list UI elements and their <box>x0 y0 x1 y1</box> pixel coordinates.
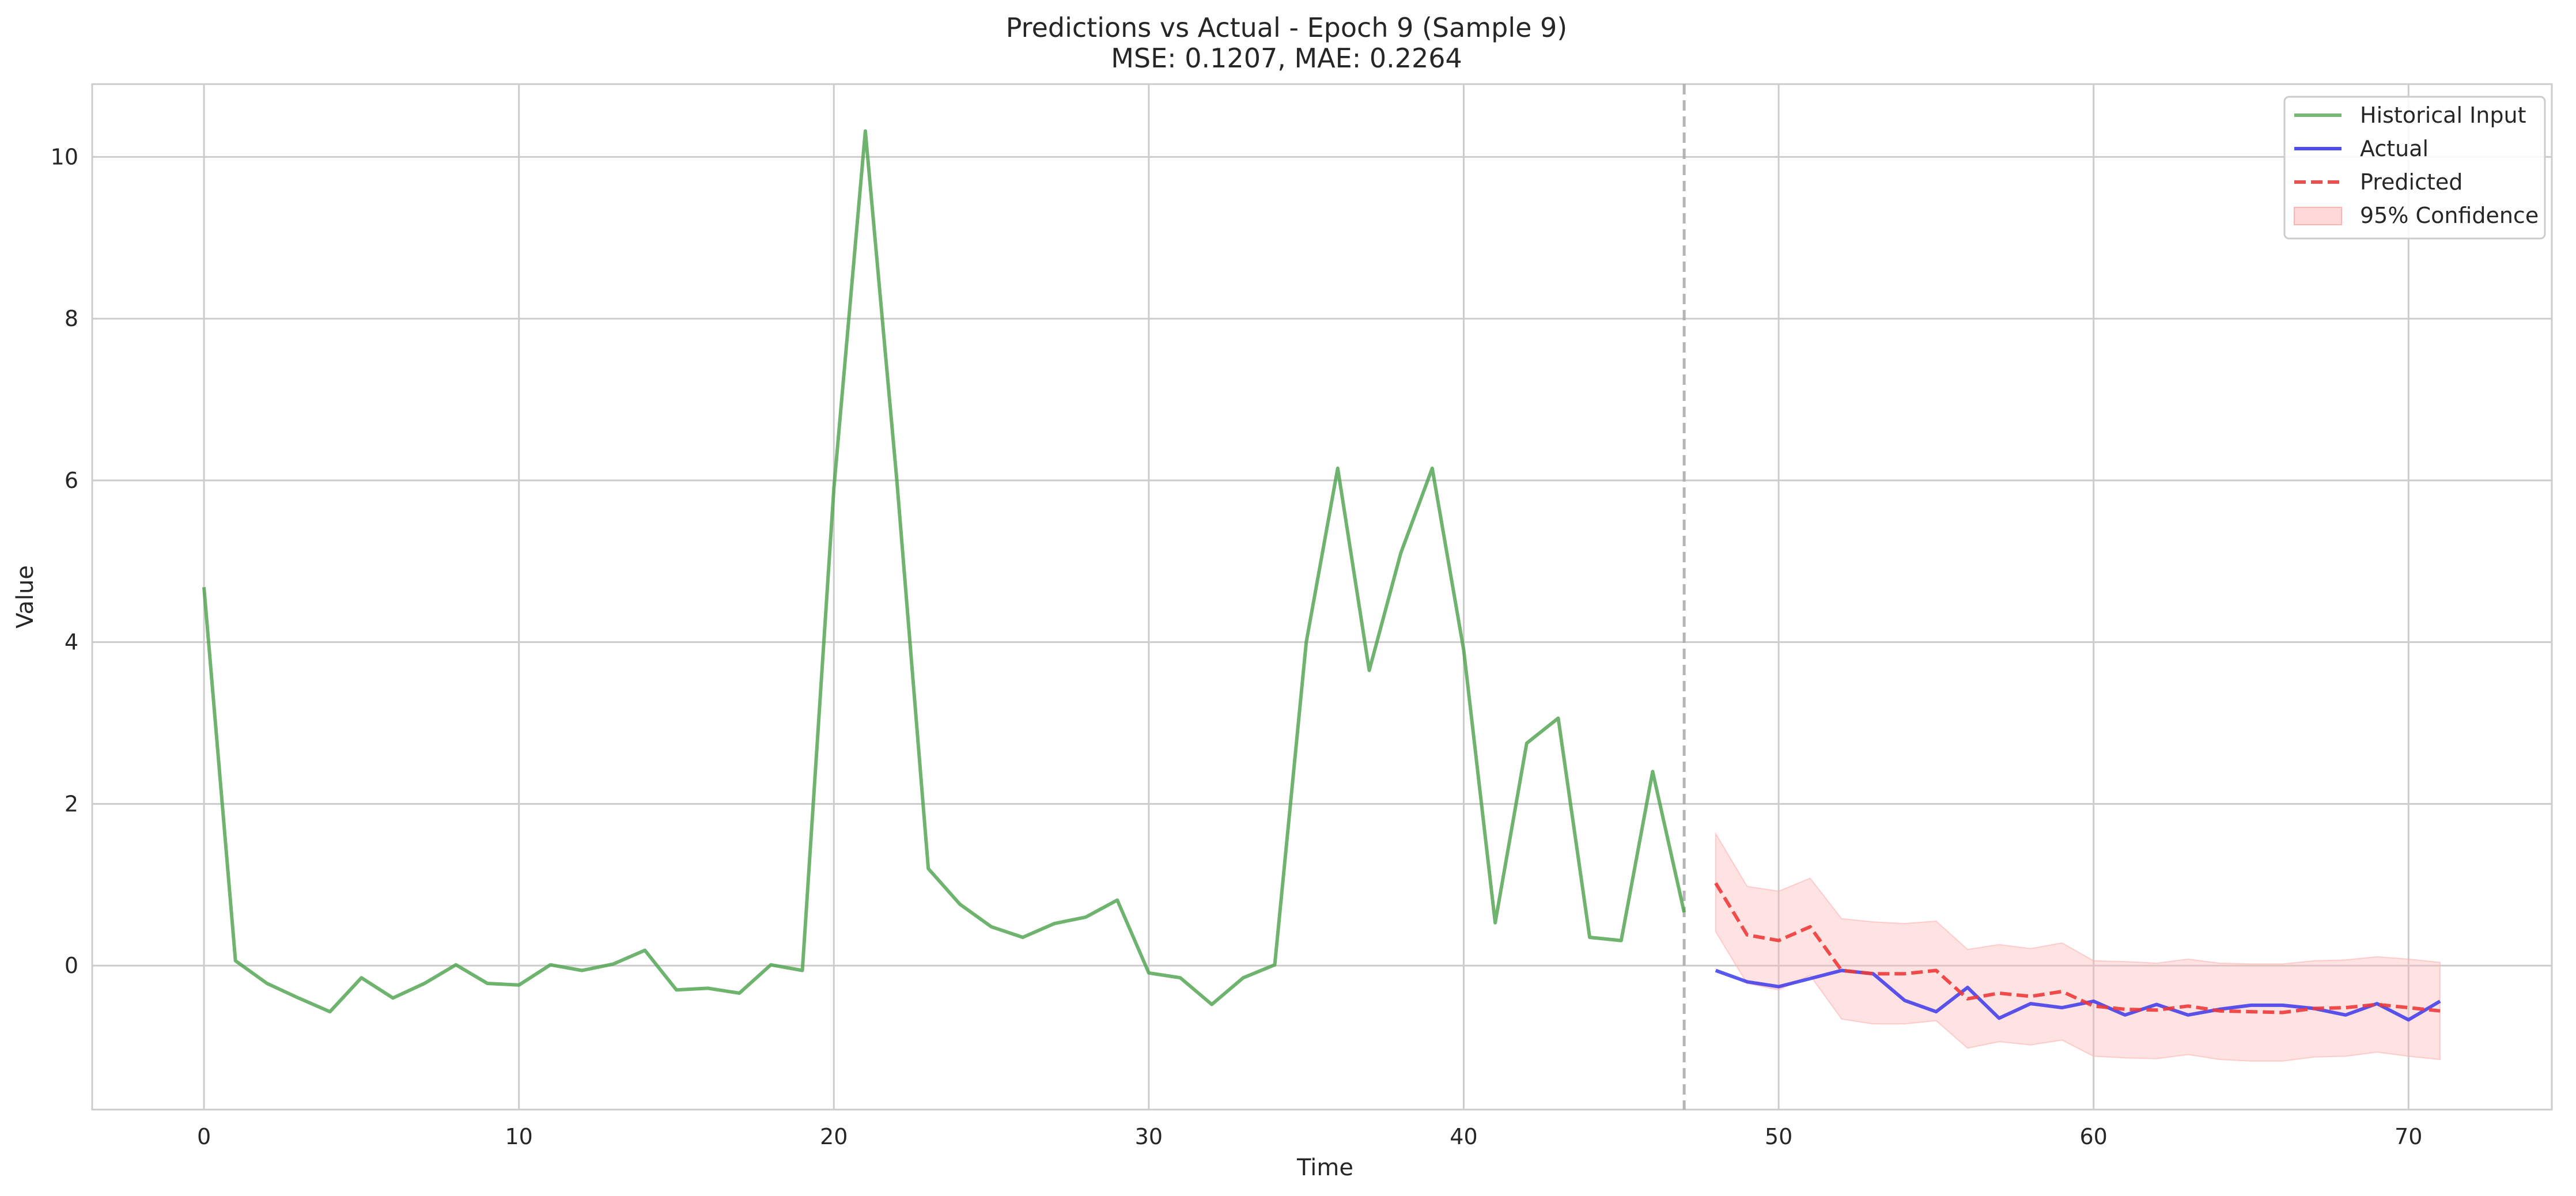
legend-label-historical: Historical Input <box>2360 103 2526 128</box>
legend-label-actual: Actual <box>2360 136 2429 161</box>
plot-area <box>91 83 2553 1111</box>
x-tick-label: 60 <box>2080 1124 2108 1149</box>
x-tick-label: 0 <box>197 1124 211 1149</box>
y-tick-label: 6 <box>65 468 78 493</box>
series-line-predicted <box>1714 882 2441 1015</box>
x-tick-label: 70 <box>2395 1124 2422 1149</box>
legend-label-confidence: 95% Confidence <box>2360 203 2539 228</box>
y-tick-label: 4 <box>65 630 78 655</box>
x-axis-label: Time <box>1296 1155 1353 1181</box>
legend: Historical Input Actual Predicted 95% Co… <box>2283 96 2546 240</box>
x-tick-label: 50 <box>1765 1124 1792 1149</box>
x-tick-label: 10 <box>505 1124 532 1149</box>
x-tick-label: 40 <box>1450 1124 1477 1149</box>
legend-swatch-confidence <box>2294 207 2342 225</box>
y-tick-label: 2 <box>65 791 78 816</box>
y-axis-label: Value <box>12 565 39 629</box>
series-lines-layer <box>202 84 2441 1110</box>
y-tick-label: 8 <box>65 306 78 331</box>
y-tick-label: 0 <box>65 953 78 978</box>
chart-subtitle: MSE: 0.1207, MAE: 0.2264 <box>1111 43 1462 74</box>
tick-labels: 0 10 20 30 40 50 60 70 0 2 4 6 8 10 <box>51 144 2423 1149</box>
y-tick-label: 10 <box>51 144 78 169</box>
series-line-historical-input <box>202 129 1686 1014</box>
grid-lines <box>92 84 2552 1110</box>
legend-box <box>2283 96 2546 240</box>
legend-label-predicted: Predicted <box>2360 169 2462 195</box>
x-tick-label: 30 <box>1135 1124 1163 1149</box>
chart-title: Predictions vs Actual - Epoch 9 (Sample … <box>1006 12 1568 43</box>
x-tick-label: 20 <box>820 1124 848 1149</box>
